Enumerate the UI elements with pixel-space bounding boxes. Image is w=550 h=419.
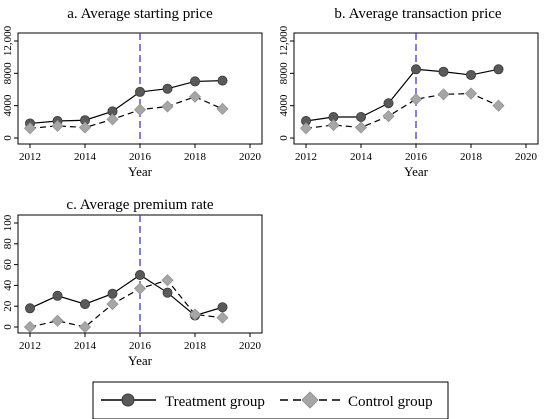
y-tick-label: 20	[2, 300, 14, 312]
x-tick-label: 2018	[184, 151, 207, 163]
y-tick-label: 0	[278, 135, 290, 141]
legend: Treatment group Control group	[92, 381, 449, 419]
chart-panel-1: a. Average starting price 0 4000 8000 12,000…	[2, 6, 263, 179]
control-point	[106, 113, 119, 126]
y-tick-label: 100	[2, 214, 14, 231]
control-point	[382, 110, 395, 123]
control-point	[23, 320, 37, 334]
chart-title: a. Average starting price	[67, 6, 213, 22]
y-tick-label: 12,000	[278, 25, 290, 56]
treatment-point	[217, 75, 228, 86]
x-tick-label: 2018	[184, 340, 207, 352]
x-tick-label: 2012	[19, 340, 41, 352]
control-point	[161, 274, 174, 287]
x-tick-label: 2016	[405, 151, 428, 163]
legend-control-marker	[301, 391, 319, 409]
y-tick-label: 8000	[2, 62, 14, 85]
y-tick-label: 4000	[278, 94, 290, 117]
treatment-point	[189, 76, 200, 87]
control-point	[188, 308, 202, 321]
legend-treatment-label: Treatment group	[165, 394, 265, 410]
x-tick-label: 2012	[295, 151, 317, 163]
chart-panel-2: b. Average transaction price 0 4000 8000 12,…	[278, 6, 539, 179]
x-tick-label: 2020	[239, 340, 262, 352]
y-tick-label: 40	[2, 279, 14, 291]
treatment-point	[80, 299, 91, 310]
control-point	[133, 282, 147, 295]
chart-panel-3: c. Average premium rate 0 20 40 60 80 100 2012 2…	[2, 197, 263, 368]
treatment-point	[438, 66, 449, 77]
control-point	[464, 87, 478, 100]
y-tick-label: 80	[2, 238, 14, 250]
x-axis-label: Year	[404, 164, 429, 179]
y-tick-label: 8000	[278, 62, 290, 85]
x-axis-label: Year	[128, 164, 153, 179]
x-tick-label: 2014	[74, 151, 97, 163]
chart-title: b. Average transaction price	[334, 6, 501, 22]
treatment-point	[217, 302, 228, 313]
control-point	[51, 314, 64, 327]
treatment-point	[383, 98, 394, 109]
control-point	[106, 298, 119, 311]
legend-control-label: Control group	[348, 394, 433, 410]
control-point	[216, 102, 229, 115]
treatment-point	[162, 287, 173, 298]
control-point	[51, 119, 64, 132]
treatment-point	[24, 303, 35, 314]
chart-panels: a. Average starting price04000800012,000…	[2, 6, 539, 368]
treatment-point	[410, 64, 421, 75]
control-point	[133, 103, 147, 116]
x-tick-label: 2018	[460, 151, 483, 163]
y-tick-label: 4000	[2, 94, 14, 117]
x-tick-label: 2012	[19, 151, 41, 163]
y-tick-label: 0	[2, 324, 14, 330]
control-point	[327, 119, 340, 132]
treatment-point	[162, 83, 173, 94]
treatment-point	[52, 290, 63, 301]
control-point	[299, 122, 313, 135]
y-tick-label: 60	[2, 259, 14, 271]
chart-title: c. Average premium rate	[66, 197, 213, 213]
control-point	[492, 99, 505, 112]
treatment-point	[134, 269, 145, 280]
y-tick-label: 12,000	[2, 25, 14, 56]
control-point	[78, 121, 92, 134]
control-point	[78, 320, 92, 334]
x-tick-label: 2020	[515, 151, 538, 163]
control-point	[23, 122, 37, 135]
legend-treatment-marker	[121, 393, 135, 407]
control-point	[188, 90, 202, 103]
control-point	[409, 93, 423, 106]
y-tick-label: 0	[2, 135, 14, 141]
x-tick-label: 2014	[350, 151, 373, 163]
control-point	[216, 311, 229, 324]
control-point	[354, 121, 368, 134]
x-tick-label: 2014	[74, 340, 97, 352]
x-tick-label: 2016	[129, 151, 152, 163]
control-point	[437, 88, 450, 101]
treatment-point	[355, 111, 366, 122]
control-point	[161, 100, 174, 113]
x-tick-label: 2016	[129, 340, 152, 352]
treatment-point	[493, 64, 504, 75]
treatment-point	[107, 288, 118, 299]
treatment-point	[465, 69, 476, 80]
treatment-point	[134, 86, 145, 97]
x-tick-label: 2020	[239, 151, 262, 163]
x-axis-label: Year	[128, 353, 153, 368]
